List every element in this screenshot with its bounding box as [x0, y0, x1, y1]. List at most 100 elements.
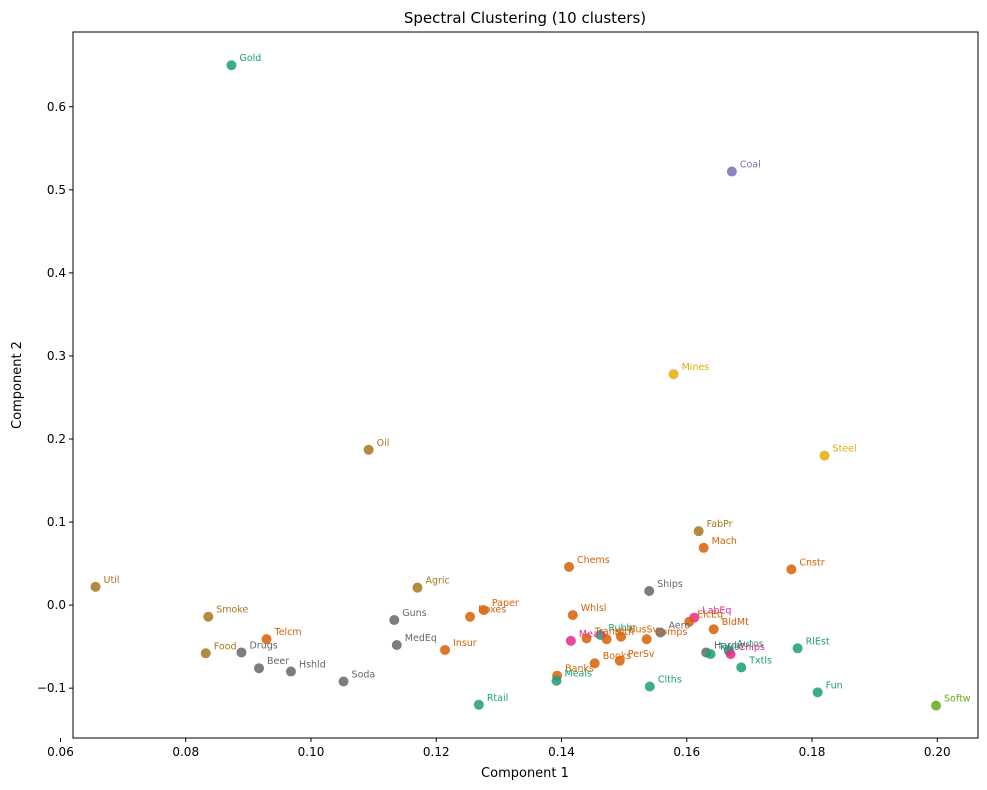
data-point-label: Mach: [712, 536, 737, 547]
y-axis: −0.1 0.0 0.1 0.2 0.3 0.4 0.5 0.6: [37, 100, 73, 695]
data-point-label: Coal: [740, 160, 761, 171]
data-point-label: Smoke: [216, 605, 248, 616]
data-point: [412, 582, 423, 593]
y-tick-label: 0.5: [47, 183, 66, 197]
data-point: [203, 611, 214, 622]
data-point: [261, 634, 272, 645]
data-point: [473, 699, 484, 710]
x-tick-label: 0.06: [47, 745, 74, 759]
y-tick-label: 0.4: [47, 266, 66, 280]
data-point: [601, 634, 612, 645]
y-axis-label: Component 2: [10, 341, 25, 429]
data-point-label: Telcm: [274, 627, 302, 638]
data-point: [726, 166, 737, 177]
data-point-label: Meals: [579, 629, 607, 640]
data-point-label: Aero: [668, 621, 690, 632]
data-point: [668, 369, 679, 380]
data-point: [693, 526, 704, 537]
data-point-label: Paper: [492, 598, 519, 609]
data-point-label: Boxes: [478, 605, 506, 616]
data-point-label: Clths: [658, 675, 682, 686]
y-tick-label: 0.6: [47, 100, 66, 114]
data-point: [391, 639, 402, 650]
data-points: [90, 60, 942, 711]
x-tick-label: 0.20: [924, 745, 951, 759]
data-point: [736, 662, 747, 673]
data-point: [440, 644, 451, 655]
data-point-label: Cnstr: [799, 557, 824, 568]
data-point-label: Ships: [657, 579, 683, 590]
data-point-label: Softw: [944, 694, 971, 705]
data-point-label: Comps: [655, 627, 688, 638]
data-point: [254, 663, 265, 674]
data-point: [812, 687, 823, 698]
data-point-label: Txtls: [748, 655, 772, 666]
data-point-label: Books: [603, 651, 632, 662]
data-point: [644, 681, 655, 692]
data-point-label: Drugs: [249, 640, 277, 651]
data-point-label: PerSv: [628, 649, 655, 660]
data-point: [792, 643, 803, 654]
data-point-label: MedEq: [405, 633, 437, 644]
data-point: [684, 616, 695, 627]
data-point: [786, 564, 797, 575]
data-point-label: Whlsl: [581, 603, 607, 614]
data-point: [931, 700, 942, 711]
plot-area: [72, 31, 979, 739]
chart-title: Spectral Clustering (10 clusters): [404, 9, 646, 27]
data-point-label: Beer: [267, 656, 289, 667]
data-point: [644, 585, 655, 596]
data-point: [551, 675, 562, 686]
y-tick-label: 0.1: [47, 515, 66, 529]
data-point: [90, 581, 101, 592]
x-axis: 0.06 0.08 0.10 0.12 0.14 0.16 0.18 0.20: [47, 738, 951, 759]
data-point: [200, 648, 211, 659]
data-point: [565, 635, 576, 646]
data-point: [389, 615, 400, 626]
y-tick-label: −0.1: [37, 681, 66, 695]
data-point: [725, 649, 736, 660]
data-point-label: Toys: [718, 642, 740, 653]
data-point-label: BldMt: [722, 617, 749, 628]
data-point-label: Trans: [594, 626, 620, 637]
data-point-label: Hlth: [615, 627, 635, 638]
data-point-label: Chips: [739, 642, 765, 653]
data-point: [616, 631, 627, 642]
y-tick-label: 0.3: [47, 349, 66, 363]
data-point-label: BusSv: [629, 625, 659, 636]
x-tick-label: 0.12: [423, 745, 450, 759]
data-point-label: Rubbr: [608, 623, 636, 634]
data-point-label: Autos: [737, 639, 764, 650]
data-point-label: Gold: [239, 53, 261, 64]
x-tick-label: 0.16: [673, 745, 700, 759]
data-point: [567, 610, 578, 621]
data-point-label: Steel: [833, 444, 857, 455]
plot-frame: [72, 31, 979, 739]
data-point: [478, 605, 489, 616]
data-point: [236, 647, 247, 658]
data-point-label: RlEst: [806, 636, 830, 647]
data-point: [465, 611, 476, 622]
data-point-label: FabPr: [707, 519, 733, 530]
x-tick-label: 0.10: [298, 745, 325, 759]
data-point-label: Oil: [377, 438, 390, 449]
data-point: [564, 561, 575, 572]
data-point-label: Fun: [826, 680, 843, 691]
x-tick-label: 0.08: [172, 745, 199, 759]
x-tick-label: 0.18: [799, 745, 826, 759]
data-point-label: Mines: [682, 362, 710, 373]
data-point: [655, 627, 666, 638]
x-axis-label: Component 1: [481, 766, 569, 781]
data-point-label: Rtail: [487, 693, 508, 704]
data-point: [363, 444, 374, 455]
data-point: [581, 633, 592, 644]
data-point-label: Food: [214, 641, 237, 652]
data-point: [285, 666, 296, 677]
data-point: [819, 450, 830, 461]
data-point-label: Insur: [453, 638, 477, 649]
data-point-label: Hardw: [714, 640, 745, 651]
data-point-label: Guns: [402, 608, 426, 619]
y-tick-label: 0.0: [47, 598, 66, 612]
data-point-label: LabEq: [702, 606, 731, 617]
point-labels: Gold Coal Mines Oil Steel FabPr Mach Chems Cnstr…: [104, 53, 971, 704]
